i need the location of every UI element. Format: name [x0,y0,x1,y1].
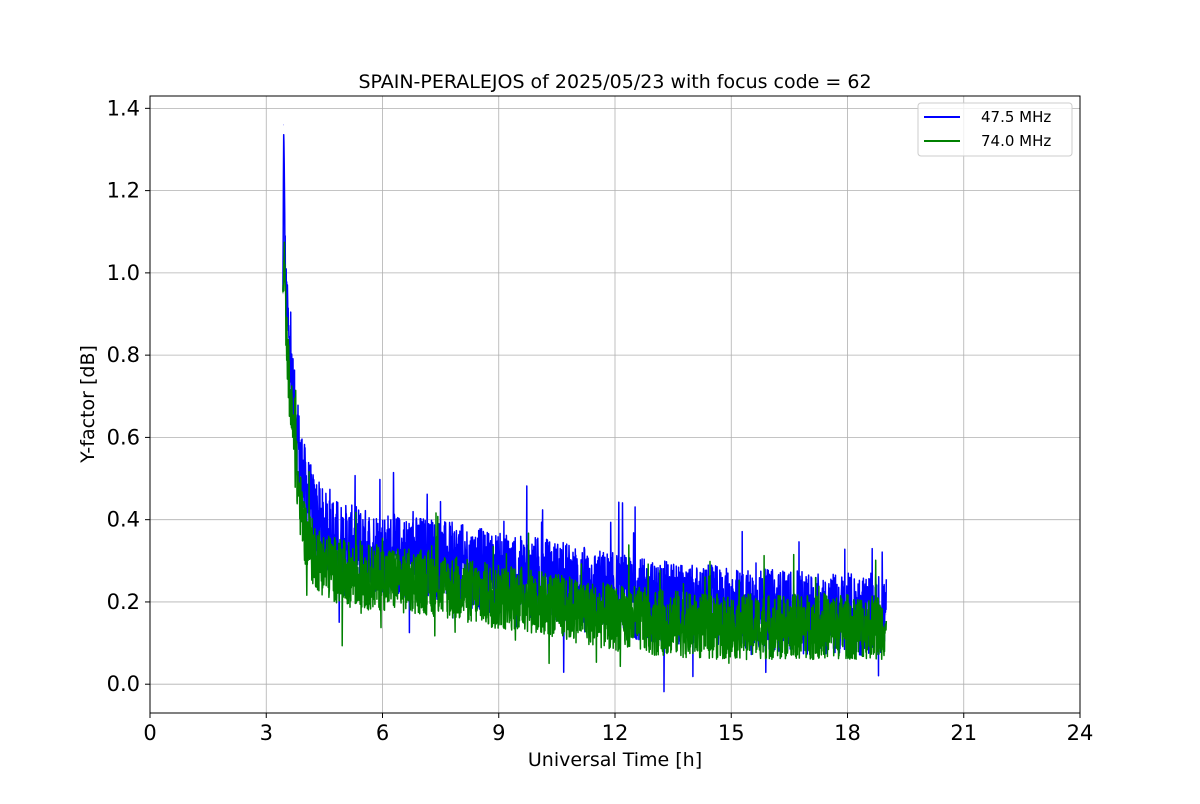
y-tick-label: 0.2 [107,590,140,614]
x-tick-label: 24 [1067,721,1094,745]
x-tick-label: 21 [950,721,977,745]
y-axis-ticks: 0.0 0.2 0.4 0.6 0.8 1.0 1.2 1.4 [107,96,150,696]
x-tick-label: 0 [143,721,156,745]
y-tick-label: 0.8 [107,343,140,367]
x-axis-label: Universal Time [h] [528,749,702,771]
y-tick-label: 1.4 [107,96,140,120]
legend-label-74-0-mhz: 74.0 MHz [981,132,1051,150]
legend: 47.5 MHz 74.0 MHz [917,102,1073,157]
x-tick-label: 15 [718,721,745,745]
y-axis-label: Y-factor [dB] [77,345,99,464]
x-tick-label: 3 [260,721,273,745]
x-axis-ticks: 0 3 6 9 12 15 18 21 24 [143,713,1093,745]
y-tick-label: 0.4 [107,508,140,532]
y-tick-label: 0.6 [107,425,140,449]
x-tick-label: 18 [834,721,861,745]
legend-label-47-5-mhz: 47.5 MHz [981,108,1051,126]
series-layer [282,124,888,693]
series-line-1 [282,241,888,668]
x-tick-label: 9 [492,721,505,745]
y-tick-label: 1.0 [107,261,140,285]
chart-title: SPAIN-PERALEJOS of 2025/05/23 with focus… [358,71,871,93]
y-tick-label: 1.2 [107,179,140,203]
y-tick-label: 0.0 [107,672,140,696]
x-tick-label: 6 [376,721,389,745]
x-tick-label: 12 [602,721,629,745]
